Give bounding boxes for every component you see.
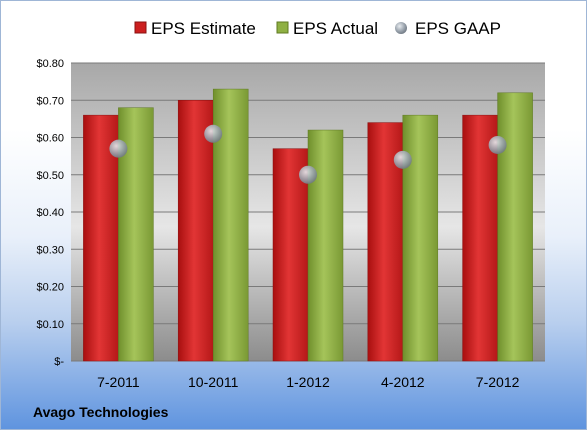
legend-label-estimate: EPS Estimate [151, 19, 256, 38]
gaap-markers [109, 124, 507, 184]
bar-eps-estimate [272, 148, 309, 362]
bar-eps-estimate [462, 114, 498, 362]
y-tick-label: $0.50 [36, 170, 64, 182]
x-axis-labels: 7-2011 10-2011 1-2012 4-2012 7-2012 [97, 374, 519, 390]
legend-swatch-actual [276, 21, 289, 34]
y-tick-label: $0.30 [36, 244, 64, 256]
bar-eps-actual [402, 114, 439, 362]
y-tick-label: $0.60 [36, 133, 64, 145]
marker-eps-gaap [299, 165, 317, 184]
y-tick-label: $0.10 [36, 319, 64, 331]
x-category-label: 7-2011 [97, 374, 140, 390]
marker-eps-gaap [204, 124, 223, 143]
y-tick-label: $0.80 [36, 58, 64, 70]
y-tick-label: $0.70 [36, 95, 64, 107]
legend-item-eps-estimate: EPS Estimate [134, 19, 256, 38]
legend-swatch-estimate [134, 21, 147, 34]
bar-eps-estimate [83, 114, 119, 362]
y-axis-ticks: $- $0.10 $0.20 $0.30 $0.40 $0.50 $0.60 $0.70 $0.… [36, 58, 64, 368]
bar-eps-actual [307, 129, 344, 362]
y-tick-label: $0.40 [36, 207, 64, 219]
x-category-label: 10-2011 [188, 374, 239, 390]
bar-eps-actual [497, 92, 533, 362]
legend-item-eps-actual: EPS Actual [276, 19, 378, 38]
x-category-label: 7-2012 [476, 374, 520, 390]
y-tick-label: $0.20 [36, 282, 64, 294]
legend: EPS Estimate EPS Actual EPS GAAP [134, 19, 501, 38]
marker-eps-gaap [109, 139, 128, 158]
bar-eps-estimate [177, 100, 214, 362]
y-tick-label: $- [54, 356, 64, 368]
marker-eps-gaap [393, 150, 412, 169]
legend-marker-gaap [395, 22, 407, 34]
company-label: Avago Technologies [33, 404, 169, 420]
legend-label-actual: EPS Actual [293, 19, 378, 38]
x-category-label: 4-2012 [381, 374, 425, 390]
legend-label-gaap: EPS GAAP [415, 19, 501, 38]
legend-item-eps-gaap: EPS GAAP [395, 19, 501, 38]
x-category-label: 1-2012 [286, 374, 330, 390]
bars [83, 88, 533, 362]
marker-eps-gaap [488, 135, 507, 154]
